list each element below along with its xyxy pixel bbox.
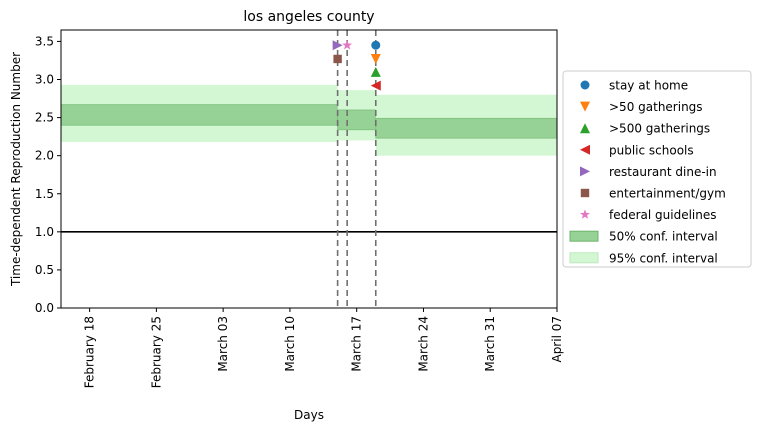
y-axis-title: Time-dependent Reproduction Number bbox=[9, 52, 23, 287]
intervention-marker-1 bbox=[370, 53, 381, 64]
legend-marker-1 bbox=[580, 101, 590, 112]
legend-box bbox=[562, 70, 752, 268]
intervention-marker-3 bbox=[370, 80, 381, 91]
intervention-marker-4 bbox=[332, 40, 343, 51]
x-tick-label-6: March 31 bbox=[483, 316, 497, 372]
y-tick-label-7: 3.5 bbox=[35, 34, 54, 48]
legend-marker-5 bbox=[580, 188, 590, 198]
x-tick-label-2: March 03 bbox=[216, 316, 230, 372]
legend-label-0: stay at home bbox=[609, 79, 688, 93]
intervention-marker-5 bbox=[333, 54, 342, 64]
legend-marker-3 bbox=[580, 144, 590, 155]
intervention-marker-6 bbox=[342, 40, 353, 50]
legend-marker-0 bbox=[580, 80, 590, 90]
legend-label-1: >50 gatherings bbox=[609, 100, 703, 114]
legend-label-3: public schools bbox=[609, 143, 694, 157]
y-tick-label-2: 1.0 bbox=[35, 225, 54, 239]
intervention-marker-0 bbox=[371, 40, 381, 50]
ci50-band-2 bbox=[375, 117, 558, 139]
y-tick-label-6: 3.0 bbox=[35, 73, 54, 87]
legend-marker-2 bbox=[580, 123, 590, 134]
ci50-band-1 bbox=[337, 109, 377, 131]
legend-label-6: federal guidelines bbox=[609, 208, 717, 222]
x-tick-label-1: February 25 bbox=[149, 316, 163, 388]
x-tick-label-3: March 10 bbox=[283, 316, 297, 372]
legend-label-ci95: 95% conf. interval bbox=[609, 251, 718, 265]
y-tick-label-0: 0.0 bbox=[35, 301, 54, 315]
x-tick-label-7: April 07 bbox=[550, 316, 564, 363]
legend-label-4: restaurant dine-in bbox=[609, 165, 717, 179]
x-axis-title: Days bbox=[294, 408, 324, 422]
legend-marker-4 bbox=[580, 166, 590, 177]
x-tick-label-5: March 24 bbox=[416, 316, 430, 372]
legend-swatch-ci95 bbox=[569, 252, 599, 264]
legend-label-2: >500 gatherings bbox=[609, 122, 710, 136]
legend-swatch-ci50 bbox=[569, 230, 599, 242]
legend-marker-6 bbox=[580, 209, 590, 219]
plot-area: 0.0 0.5 1.0 1.5 2.0 2.5 3.0 3.5 February 18 Febru… bbox=[35, 29, 564, 388]
x-tick-label-0: February 18 bbox=[83, 316, 97, 388]
legend-label-5: entertainment/gym bbox=[609, 187, 726, 201]
y-tick-label-4: 2.0 bbox=[35, 149, 54, 163]
y-tick-label-1: 0.5 bbox=[35, 263, 54, 277]
legend-label-ci50: 50% conf. interval bbox=[609, 230, 718, 244]
legend: stay at home >50 gatherings >500 gathering… bbox=[562, 70, 752, 268]
y-tick-label-3: 1.5 bbox=[35, 187, 54, 201]
y-tick-label-5: 2.5 bbox=[35, 111, 54, 125]
plot-frame bbox=[60, 29, 558, 309]
chart-title: los angeles county bbox=[243, 9, 374, 25]
intervention-marker-2 bbox=[370, 66, 381, 77]
x-tick-label-4: March 17 bbox=[350, 316, 364, 372]
ci50-band-0 bbox=[60, 104, 339, 126]
